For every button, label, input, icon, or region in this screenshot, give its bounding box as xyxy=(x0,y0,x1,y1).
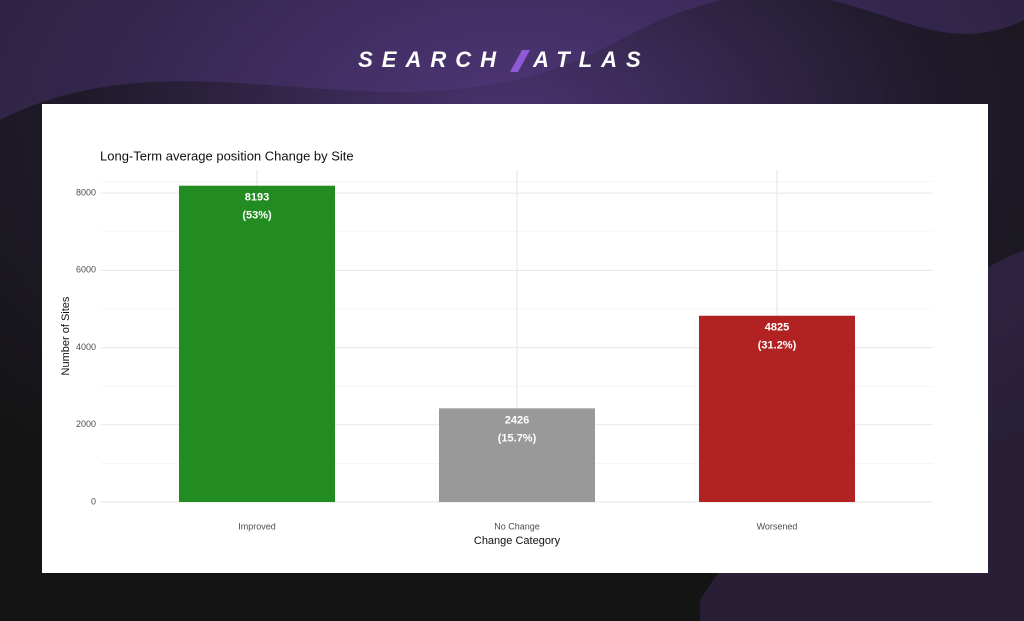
brand-slash xyxy=(510,50,530,72)
value-label: 4825 xyxy=(765,322,789,334)
wave xyxy=(0,0,1024,120)
share-label: (15.7%) xyxy=(498,432,537,444)
bar xyxy=(699,315,855,502)
y-tick-label: 4000 xyxy=(76,342,96,352)
y-axis-label: Number of Sites xyxy=(60,296,72,375)
share-label: (31.2%) xyxy=(758,340,797,352)
y-tick-label: 6000 xyxy=(76,265,96,275)
x-tick-label: Improved xyxy=(238,521,276,531)
brand-right: ATLAS xyxy=(532,47,650,72)
share-label: (53%) xyxy=(242,210,272,222)
x-tick-label: Worsened xyxy=(757,521,798,531)
chart-title: Long-Term average position Change by Sit… xyxy=(100,148,354,163)
bar xyxy=(439,408,595,502)
y-tick-label: 2000 xyxy=(76,419,96,429)
brand-left: SEARCH xyxy=(358,47,505,72)
value-label: 2426 xyxy=(505,414,529,426)
y-tick-label: 0 xyxy=(91,496,96,506)
bar xyxy=(179,185,335,502)
y-tick-label: 8000 xyxy=(76,188,96,198)
value-label: 8193 xyxy=(245,192,269,204)
x-axis-label: Change Category xyxy=(474,535,561,547)
x-tick-label: No Change xyxy=(494,521,540,531)
